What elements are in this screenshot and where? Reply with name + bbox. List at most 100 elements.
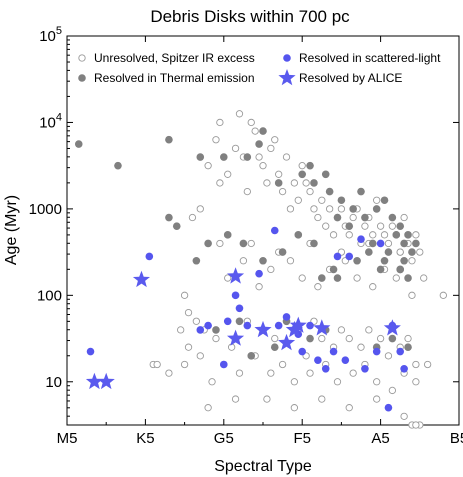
data-point [86,347,95,356]
data-point [376,222,385,230]
data-point [373,378,381,386]
legend-item: Resolved by ALICE [278,69,402,86]
data-point [329,347,338,356]
data-point [361,213,369,222]
data-point [255,269,263,278]
data-point [345,252,354,261]
data-point [439,291,447,299]
data-point [270,343,279,352]
data-point [353,256,361,265]
data-point [337,205,346,213]
data-point [369,283,377,291]
x-tick-label: M5 [57,430,78,447]
data-point [306,321,314,330]
data-point [353,274,361,282]
data-point [357,187,365,196]
legend-item: Unresolved, Spitzer IR excess [78,51,255,65]
data-point [310,205,318,213]
data-point [216,239,224,248]
data-point [380,196,389,205]
data-point [290,179,299,187]
data-point [239,239,248,248]
data-point [224,170,232,178]
data-point [396,222,405,230]
data-point [235,110,244,118]
data-point [204,162,212,170]
data-point [404,274,412,282]
data-point [337,196,346,205]
data-point [145,252,154,261]
data-point [365,248,373,256]
y-tick-label: 100 [37,287,62,304]
data-point [306,334,314,343]
data-point [235,304,244,313]
data-point [306,369,314,377]
data-point [333,213,342,222]
data-point [278,187,287,196]
data-point [412,360,420,369]
data-point [365,326,373,334]
data-point [349,213,357,222]
legend-marker [278,69,296,86]
data-point [416,248,424,256]
data-point [372,347,381,356]
data-point [247,239,255,248]
data-point [259,256,267,265]
data-point [412,231,420,239]
data-point [321,365,330,373]
data-point [329,265,338,274]
data-point [270,226,279,235]
data-point [243,187,251,196]
data-point [180,360,189,369]
data-point [255,140,263,148]
data-point [388,213,397,222]
data-point [357,343,365,351]
data-point [259,127,267,135]
data-point [400,239,408,248]
data-point [227,329,245,346]
data-point [396,248,404,256]
data-point [357,235,365,243]
x-tick-label: G5 [214,430,234,447]
data-point [235,317,244,326]
data-point [329,231,338,239]
data-point [408,248,416,256]
data-point [172,222,181,230]
data-point [216,118,224,127]
data-point [396,265,405,274]
data-point [396,347,405,356]
data-point [408,257,416,265]
data-point [384,248,393,256]
data-point [376,239,385,248]
data-point [282,313,291,321]
legend-marker [78,54,86,62]
data-point [318,274,326,282]
data-point [294,196,302,204]
data-point [204,321,212,330]
data-point [231,395,240,403]
data-point [318,395,326,403]
legend-marker [78,74,86,82]
data-point [74,140,83,148]
data-point [404,334,412,343]
data-point [196,326,205,334]
data-point [388,386,397,395]
data-point [192,256,201,265]
data-point [239,257,248,265]
data-point [400,256,408,265]
x-tick-label: K5 [136,430,154,447]
x-tick-label: F5 [293,430,311,447]
data-point [227,343,236,351]
data-point [271,136,279,144]
data-point [298,347,307,356]
data-point [314,356,322,364]
data-point [345,222,354,230]
data-point [231,144,240,153]
data-point [165,213,173,222]
data-point [361,365,369,373]
data-point [196,352,204,360]
data-point [392,274,400,282]
data-point [247,118,255,127]
data-point [376,265,385,274]
